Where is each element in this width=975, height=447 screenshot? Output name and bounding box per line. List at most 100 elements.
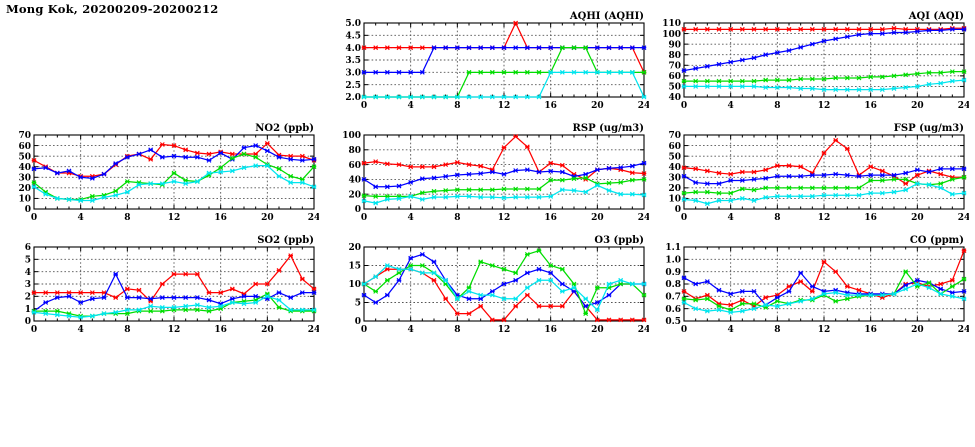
series-aqi-4 <box>681 77 967 93</box>
data-point-marker <box>856 75 862 81</box>
data-point-marker <box>763 175 769 181</box>
data-point-marker <box>536 194 542 200</box>
data-point-marker <box>681 68 687 73</box>
data-point-marker <box>856 26 862 32</box>
data-point-marker <box>431 175 437 181</box>
data-point-marker <box>571 176 577 182</box>
data-point-marker <box>583 45 589 51</box>
data-point-marker <box>739 301 745 307</box>
data-point-marker <box>559 288 565 294</box>
data-point-marker <box>229 155 235 161</box>
series-o3-3 <box>361 248 647 317</box>
data-point-marker <box>361 94 367 100</box>
series-line <box>33 142 315 177</box>
data-point-marker <box>229 286 235 292</box>
series-so2-4 <box>31 293 317 320</box>
chart-panel-no2: NO2 (ppb) 0 10 20 30 40 50 60 70 0 4 8 12 16 20 24 <box>6 122 319 226</box>
data-point-marker <box>618 277 624 283</box>
data-point-marker <box>501 296 507 302</box>
data-point-marker <box>396 94 402 100</box>
data-point-marker <box>763 85 769 90</box>
data-point-marker <box>856 287 862 293</box>
data-point-marker <box>681 288 687 294</box>
data-point-marker <box>159 308 165 314</box>
y-tick-label: 0.5 <box>665 317 681 327</box>
x-tick-label: 16 <box>544 325 557 335</box>
data-point-marker <box>241 301 247 307</box>
data-point-marker <box>716 181 722 187</box>
data-point-marker <box>31 157 37 163</box>
x-tick-label: 16 <box>864 213 877 223</box>
data-point-marker <box>373 288 379 294</box>
data-point-marker <box>641 176 647 182</box>
y-tick-label: 50 <box>668 83 681 93</box>
data-point-marker <box>489 263 495 268</box>
data-point-marker <box>218 165 224 171</box>
data-point-marker <box>914 277 920 283</box>
data-point-marker <box>524 69 530 75</box>
x-tick-label: 12 <box>498 213 511 223</box>
data-point-marker <box>54 295 60 300</box>
data-point-marker <box>489 292 495 298</box>
x-tick-label: 20 <box>911 325 924 335</box>
data-point-marker <box>728 309 734 315</box>
data-point-marker <box>728 190 734 196</box>
data-point-marker <box>384 277 390 283</box>
data-point-marker <box>536 266 542 272</box>
data-point-marker <box>903 269 909 275</box>
data-point-marker <box>594 300 600 305</box>
y-tick-label: 90 <box>668 40 681 50</box>
x-tick-label: 0 <box>681 101 687 111</box>
data-point-marker <box>466 285 472 291</box>
data-point-marker <box>594 285 600 291</box>
data-point-marker <box>693 84 699 89</box>
series-aqi-3 <box>681 69 967 84</box>
data-point-marker <box>536 45 542 51</box>
y-tick-label: 30 <box>18 173 31 183</box>
data-point-marker <box>868 172 874 178</box>
data-point-marker <box>124 311 130 317</box>
data-point-marker <box>606 281 612 287</box>
data-point-marker <box>454 45 460 51</box>
data-point-marker <box>763 194 769 200</box>
data-point-marker <box>949 69 955 75</box>
data-point-marker <box>629 170 635 176</box>
data-point-marker <box>171 153 177 159</box>
data-point-marker <box>949 284 955 289</box>
data-point-marker <box>739 169 745 175</box>
data-point-marker <box>54 196 60 201</box>
data-point-marker <box>384 196 390 202</box>
data-point-marker <box>548 277 554 283</box>
data-point-marker <box>914 281 920 287</box>
data-point-marker <box>606 292 612 298</box>
data-point-marker <box>938 281 944 287</box>
y-tick-label: 70 <box>668 131 681 141</box>
data-point-marker <box>264 148 270 154</box>
data-point-marker <box>408 263 414 268</box>
data-point-marker <box>833 185 839 191</box>
data-point-marker <box>798 298 804 304</box>
data-point-marker <box>833 137 839 143</box>
data-point-marker <box>809 284 815 289</box>
data-point-marker <box>786 173 792 179</box>
data-point-marker <box>524 292 530 298</box>
data-point-marker <box>183 307 189 313</box>
data-point-marker <box>903 286 909 292</box>
data-point-marker <box>124 307 130 313</box>
data-point-marker <box>926 285 932 291</box>
data-point-marker <box>396 183 402 189</box>
series-rsp-4 <box>361 182 647 206</box>
x-tick-label: 4 <box>78 325 84 335</box>
data-point-marker <box>938 166 944 172</box>
data-point-marker <box>914 172 920 178</box>
data-point-marker <box>419 45 425 51</box>
data-point-marker <box>218 303 224 309</box>
data-point-marker <box>148 303 154 309</box>
data-point-marker <box>739 57 745 63</box>
data-point-marker <box>704 279 710 284</box>
data-point-marker <box>693 297 699 303</box>
data-point-marker <box>938 80 944 86</box>
data-point-marker <box>206 290 212 296</box>
data-point-marker <box>419 69 425 75</box>
data-point-marker <box>629 45 635 51</box>
